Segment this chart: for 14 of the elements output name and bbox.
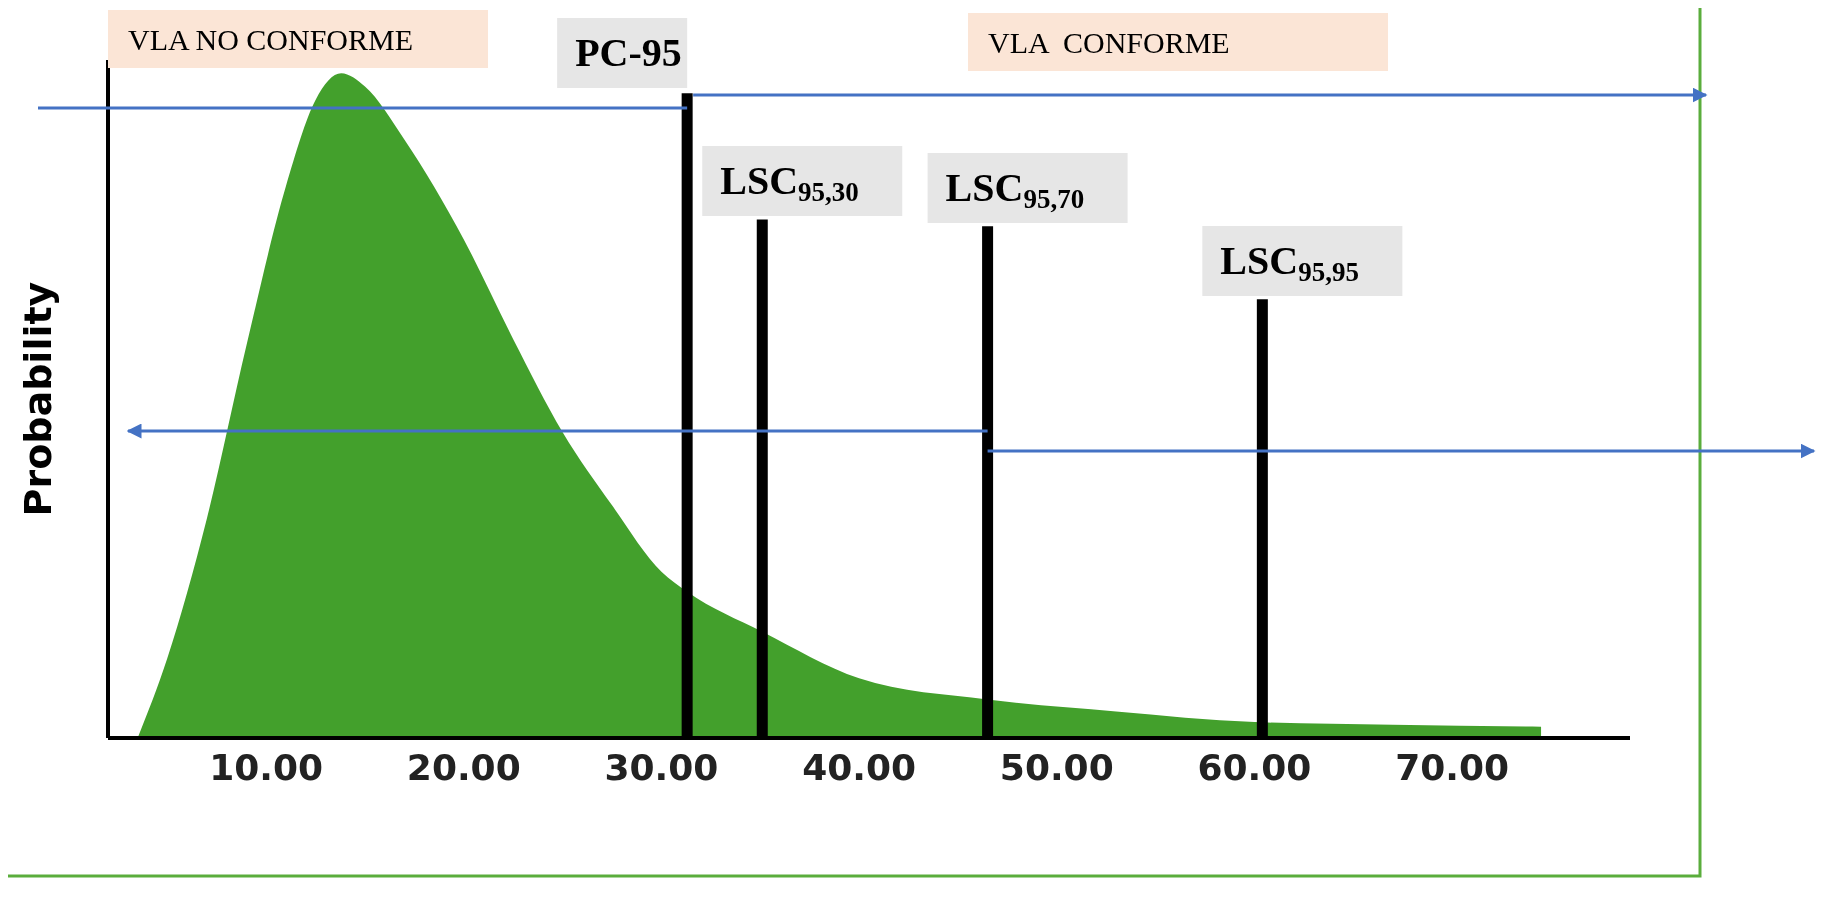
x-tick-label: 40.00 [802,746,917,788]
x-tick-label: 10.00 [209,746,324,788]
text: VLA NO CONFORME [128,23,414,56]
text: VLA CONFORME [988,26,1230,59]
ref-line-label: LSC$_{95,30}$ [720,158,859,207]
x-tick-label: 20.00 [406,746,521,788]
ref-line-label: LSC$_{95,95}$ [1220,238,1359,287]
x-tick-label: 60.00 [1197,746,1312,788]
ref-line-label: PC-95 [575,30,682,75]
x-tick-label: 30.00 [604,746,719,788]
ref-line-label: LSC$_{95,70}$ [945,165,1085,214]
y-axis-title: Probability [16,281,61,517]
x-tick-label: 50.00 [999,746,1114,788]
x-tick-label: 70.00 [1395,746,1510,788]
